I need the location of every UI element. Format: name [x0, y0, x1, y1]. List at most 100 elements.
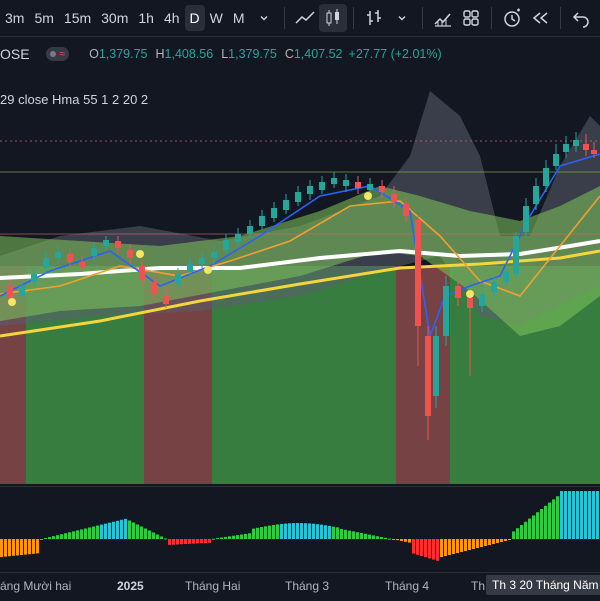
oscillator-bar — [108, 522, 111, 539]
oscillator-bar — [332, 526, 335, 539]
oscillator-bar — [312, 523, 315, 539]
oscillator-bar — [544, 505, 547, 539]
timeframe-1h[interactable]: 1h — [138, 10, 154, 26]
oscillator-bar — [304, 523, 307, 539]
indicators-icon[interactable] — [429, 4, 457, 32]
oscillator-bar — [256, 527, 259, 539]
candle-body — [479, 294, 485, 306]
price-chart[interactable] — [0, 36, 600, 484]
candle-body — [563, 144, 569, 152]
oscillator-pane[interactable] — [0, 486, 600, 573]
high-label: H — [155, 47, 165, 61]
oscillator-bar — [264, 526, 267, 539]
oscillator-bar — [424, 539, 427, 558]
oscillator-bar — [432, 539, 435, 560]
indicator-legend[interactable]: 29 close Hma 55 1 2 20 2 — [0, 92, 149, 107]
oscillator-bar — [172, 539, 175, 545]
oscillator-bar — [468, 539, 471, 550]
high-value: 1,408.56 — [164, 47, 214, 61]
oscillator-bar — [216, 538, 219, 540]
line-chart-icon[interactable] — [291, 4, 319, 32]
candlestick-icon[interactable] — [318, 4, 347, 32]
oscillator-bar — [76, 530, 79, 539]
time-axis-label: Tháng 3 — [285, 579, 330, 593]
candle-body — [425, 336, 431, 416]
timeframe-4h[interactable]: 4h — [163, 10, 180, 26]
oscillator-bar — [160, 536, 163, 539]
oscillator-bar — [236, 535, 239, 539]
oscillator-bar — [420, 539, 423, 556]
oscillator-bar — [28, 539, 31, 555]
oscillator-bar — [32, 539, 35, 554]
oscillator-bar — [292, 523, 295, 539]
oscillator-bar — [436, 539, 439, 561]
oscillator-bar — [524, 521, 527, 539]
oscillator-bar — [512, 531, 515, 539]
oscillator-bar — [464, 539, 467, 551]
legend-toggle-pill[interactable]: ≈ — [45, 47, 70, 61]
oscillator-bar — [340, 529, 343, 539]
timeframe-m[interactable]: M — [232, 10, 245, 26]
replay-rewind-icon[interactable] — [526, 4, 554, 32]
oscillator-bar — [592, 491, 595, 539]
oscillator-bar — [192, 539, 195, 544]
oscillator-bar — [536, 512, 539, 539]
oscillator-bar — [492, 539, 495, 544]
oscillator-bar — [8, 539, 11, 557]
oscillator-bar — [456, 539, 459, 553]
top-toolbar: 3m 5m 15m 30m 1h 4h D W M — [0, 0, 600, 37]
candle-body — [391, 194, 397, 202]
chart-type-dropdown-icon[interactable] — [388, 4, 416, 32]
candle-body — [307, 186, 313, 194]
oscillator-bar — [56, 535, 59, 539]
timeframe-15m[interactable]: 15m — [63, 10, 92, 26]
oscillator-bar — [168, 539, 171, 545]
symbol-name[interactable]: OSE — [0, 46, 30, 62]
time-axis-label: Tháng 4 — [385, 579, 430, 593]
candle-body — [223, 240, 229, 250]
candle-body — [543, 168, 549, 186]
candle-body — [295, 192, 301, 202]
oscillator-bar — [232, 535, 235, 539]
undo-icon[interactable] — [567, 4, 595, 32]
price-chart-canvas — [0, 91, 600, 484]
oscillator-bar — [124, 518, 127, 539]
alert-clock-icon[interactable] — [498, 4, 526, 32]
bearish-zone — [396, 266, 450, 484]
candle-body — [55, 252, 61, 258]
oscillator-bar — [252, 528, 255, 539]
timeframe-dropdown-icon[interactable] — [250, 4, 278, 32]
timeframe-5m[interactable]: 5m — [34, 10, 54, 26]
oscillator-bar — [308, 523, 311, 539]
oscillator-bar — [540, 509, 543, 539]
oscillator-bar — [516, 528, 519, 539]
timeframe-3m[interactable]: 3m — [5, 10, 25, 26]
oscillator-bar — [276, 524, 279, 539]
toolbar-divider — [421, 7, 423, 29]
timeframe-30m[interactable]: 30m — [101, 10, 129, 26]
timeframe-d[interactable]: D — [184, 5, 205, 31]
oscillator-bar — [200, 539, 203, 544]
oscillator-bar — [100, 524, 103, 539]
oscillator-bar — [496, 539, 499, 543]
bar-chart-type-icon[interactable] — [360, 4, 388, 32]
oscillator-bar — [164, 538, 167, 540]
oscillator-bar — [572, 491, 575, 539]
oscillator-bar — [400, 539, 403, 541]
candle-body — [103, 240, 109, 246]
time-axis[interactable]: áng Mười hai 2025 Tháng Hai Tháng 3 Thán… — [0, 572, 600, 601]
candle-body — [283, 200, 289, 210]
oscillator-bar — [120, 519, 123, 539]
signal-dot — [466, 290, 474, 298]
oscillator-bar — [520, 525, 523, 539]
candle-body — [331, 178, 337, 184]
oscillator-bar — [452, 539, 455, 554]
candle-body — [319, 182, 325, 190]
oscillator-bar — [12, 539, 15, 556]
candle-body — [259, 216, 265, 226]
templates-grid-icon[interactable] — [457, 4, 485, 32]
oscillator-bar — [0, 539, 3, 557]
change-value: +27.77 (+2.01%) — [348, 47, 442, 61]
oscillator-bar — [260, 527, 263, 539]
timeframe-w[interactable]: W — [209, 10, 223, 26]
